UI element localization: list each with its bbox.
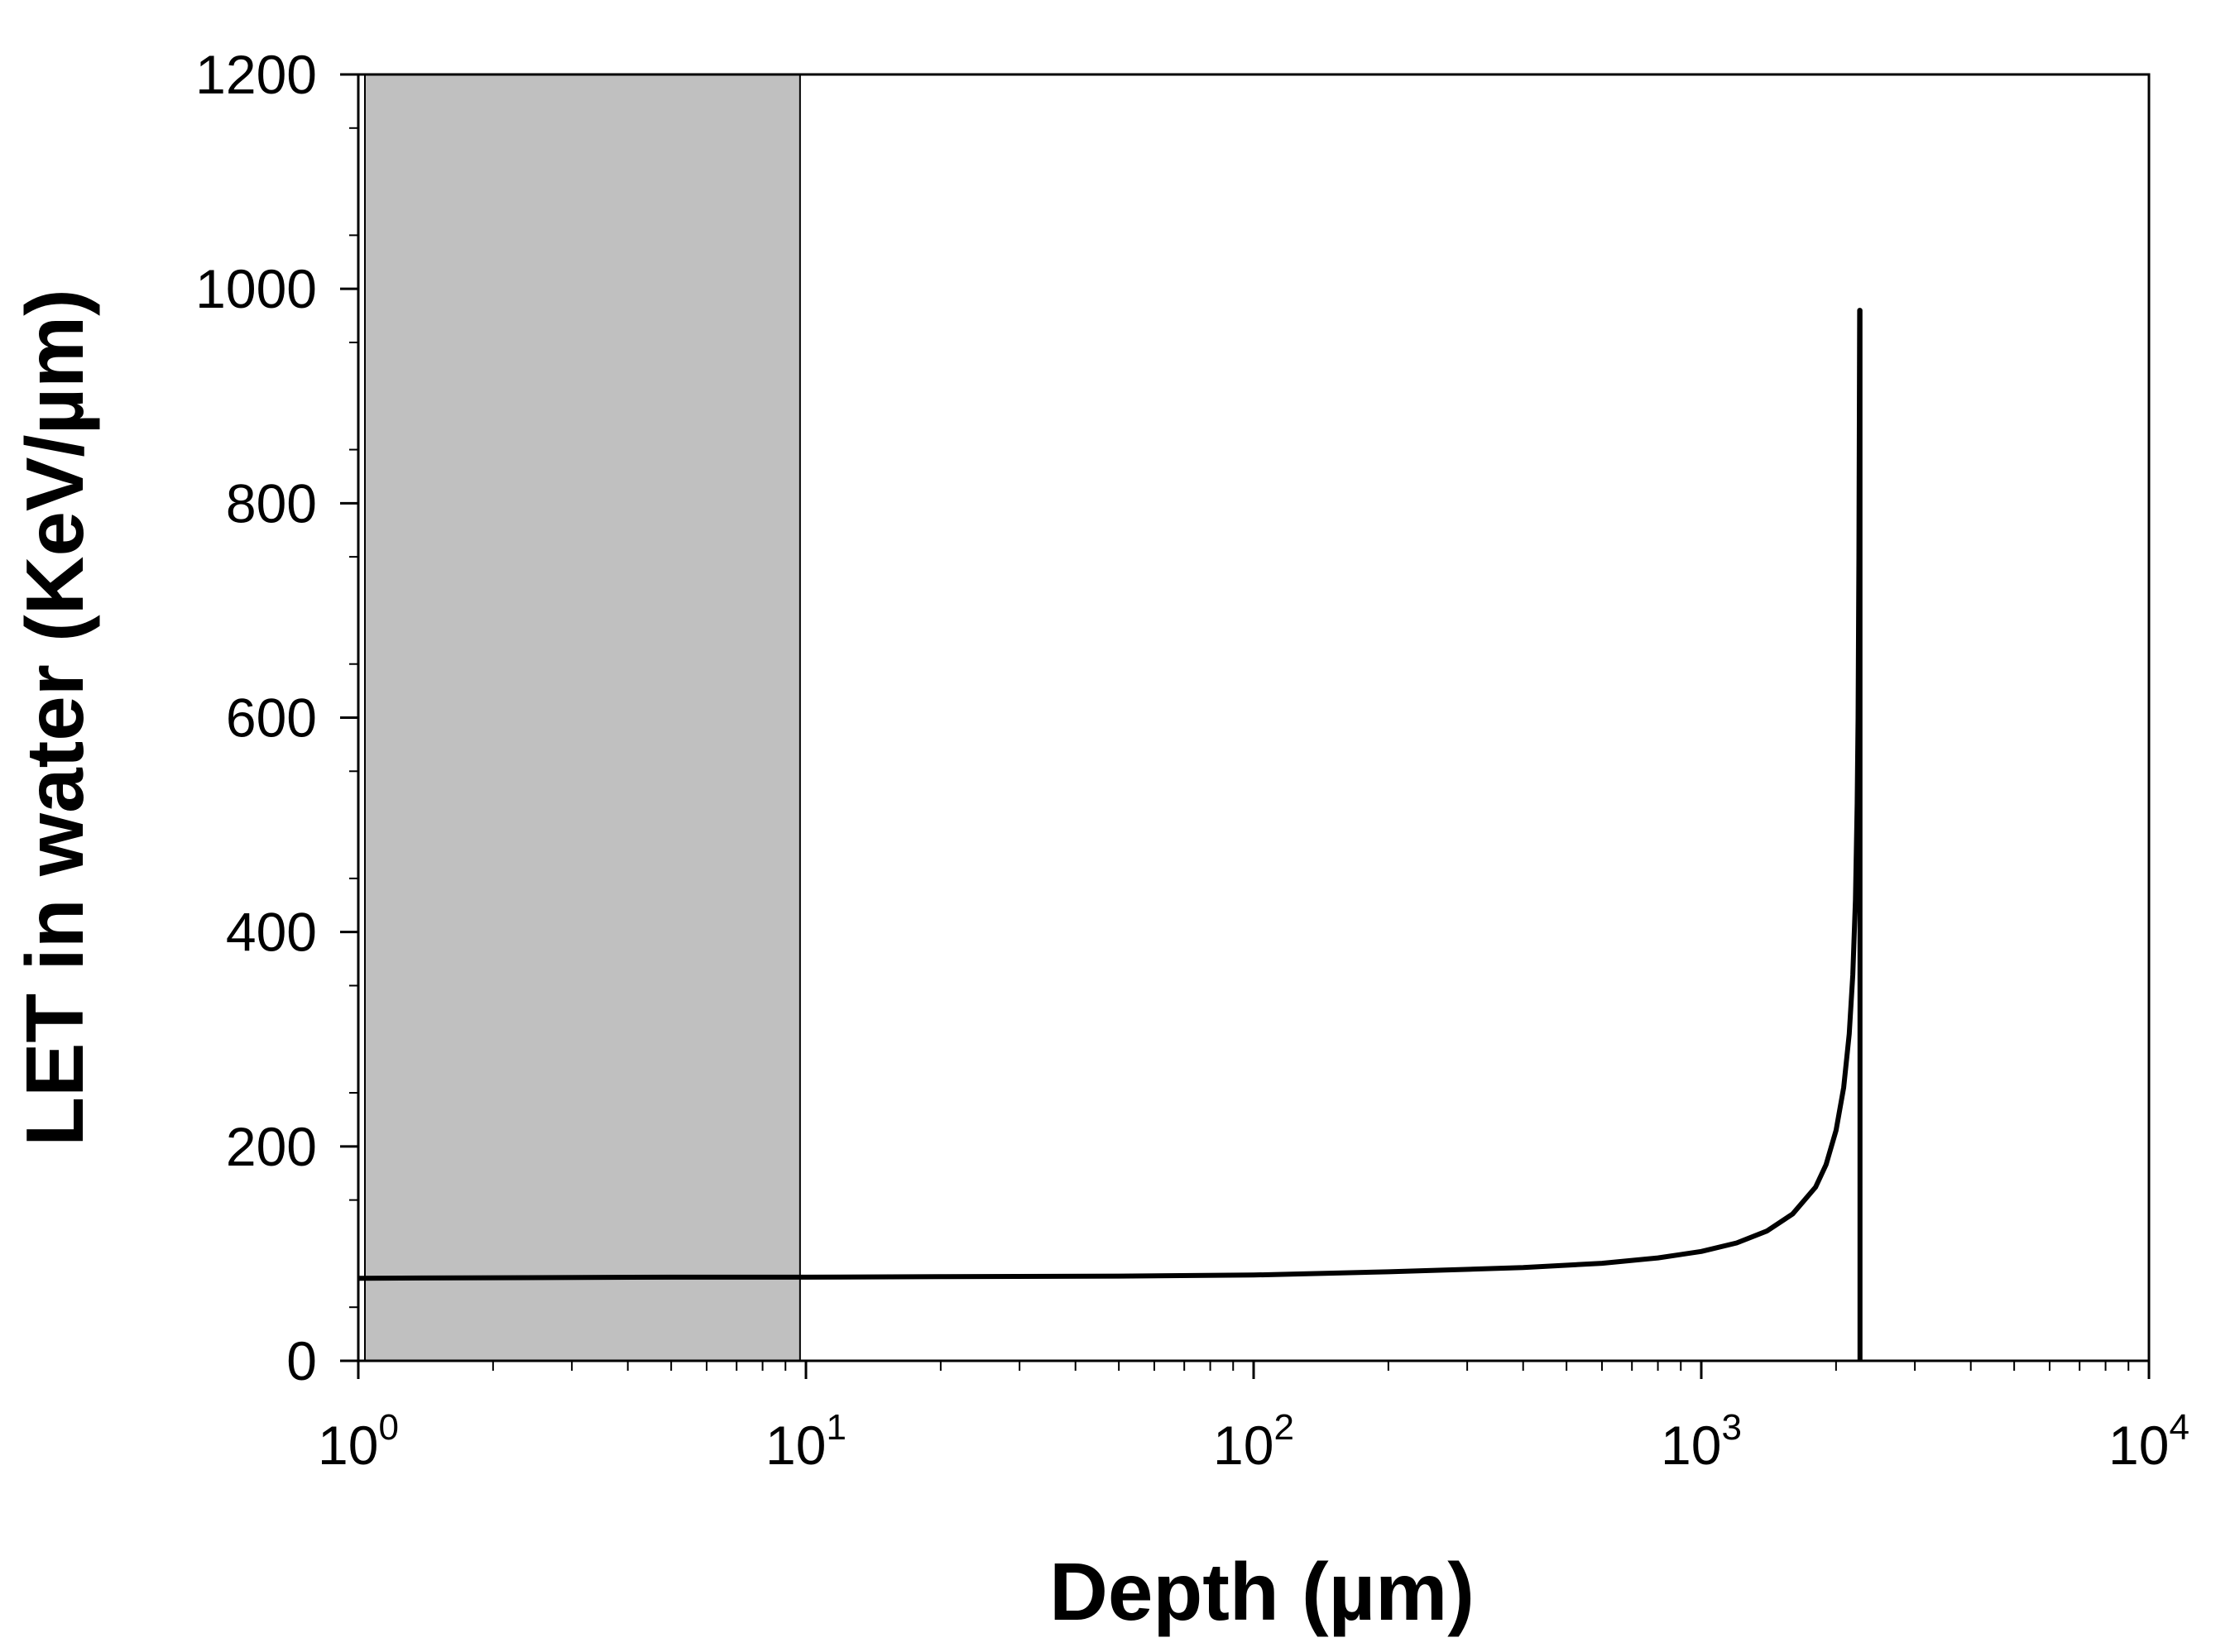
series-layer [357, 308, 1863, 1361]
shaded-region [364, 74, 801, 1362]
shaded-region-layer [364, 74, 801, 1362]
x-tick-label: 102 [1213, 1407, 1294, 1476]
tick-marks [340, 73, 2151, 1379]
tick-labels: 0 200 400 600 800 1000 1200 100 101 102 103 104 [195, 44, 2189, 1476]
y-tick-label: 0 [286, 1330, 317, 1391]
x-tick-label: 104 [2108, 1407, 2189, 1476]
y-axis-title: LET in water (KeV/µm) [9, 289, 100, 1147]
y-tick-label: 200 [226, 1116, 317, 1177]
x-tick-label: 100 [318, 1407, 399, 1476]
x-axis-title: Depth (µm) [1049, 1546, 1475, 1637]
y-tick-label: 1000 [195, 258, 317, 319]
y-tick-label: 600 [226, 687, 317, 749]
y-tick-label: 800 [226, 472, 317, 534]
y-tick-label: 1200 [195, 44, 317, 105]
x-tick-label: 103 [1661, 1407, 1742, 1476]
x-tick-label: 101 [765, 1407, 847, 1476]
y-tick-label: 400 [226, 902, 317, 963]
series-line [357, 308, 1863, 1361]
